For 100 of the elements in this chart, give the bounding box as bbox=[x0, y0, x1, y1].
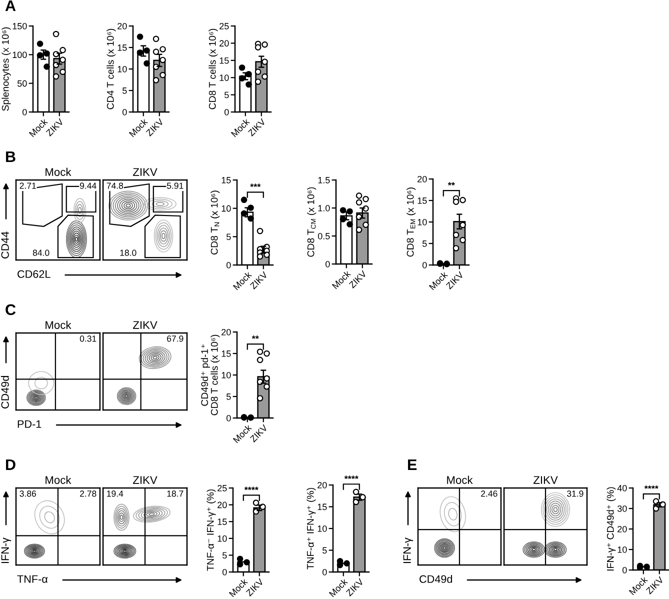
text: 74.8 bbox=[106, 182, 124, 189]
y-tick-label: 10 bbox=[318, 525, 327, 532]
y-tick-label: 5 bbox=[224, 92, 229, 98]
y-tick-label: 10 bbox=[118, 66, 127, 72]
text: PD-1 bbox=[18, 420, 42, 428]
y-tick-label: 20 bbox=[222, 328, 231, 336]
y-tick-label: 20 bbox=[318, 482, 327, 488]
y-axis-title: CD8 T$_{N}$ (x 10⁶) bbox=[210, 190, 220, 254]
y-axis-title: IFN-γ⁺ CD49d⁺ (%) bbox=[606, 487, 616, 571]
category-label: Mock bbox=[46, 320, 72, 329]
y-tick-label: 10 bbox=[418, 218, 427, 226]
text: 67.9 bbox=[167, 336, 184, 342]
y-tick-label: 40 bbox=[617, 484, 627, 492]
y-tick-label: 15 bbox=[418, 198, 427, 204]
text: B bbox=[6, 151, 16, 162]
y-tick-label: 0 bbox=[22, 108, 27, 116]
text: 9.44 bbox=[80, 182, 96, 189]
text: **** bbox=[344, 476, 358, 479]
category-label: ZIKV bbox=[133, 476, 158, 484]
y-tick-label: 15 bbox=[222, 350, 231, 357]
category-label: ZIKV bbox=[133, 321, 158, 329]
text: TNF-α bbox=[17, 575, 48, 583]
annotation: **** bbox=[244, 486, 258, 490]
text: 19.4 bbox=[107, 490, 124, 497]
category-label: Mock bbox=[46, 476, 72, 484]
text: 31.9 bbox=[566, 490, 584, 497]
y-tick-label: 5 bbox=[322, 547, 327, 554]
category-label: ZIKV bbox=[133, 168, 158, 176]
y-tick-label: 15 bbox=[222, 177, 231, 184]
y-tick-label: 20 bbox=[218, 502, 227, 508]
y-tick-label: 10 bbox=[618, 546, 627, 553]
y-tick-label: 15 bbox=[118, 44, 127, 51]
y-tick-label: 10 bbox=[222, 205, 231, 212]
text: 5.91 bbox=[166, 182, 184, 189]
annotation: **** bbox=[644, 485, 658, 489]
y-tick-label: 15 bbox=[318, 504, 327, 510]
y-axis-title: CD49d⁺ pd-1⁺ CD8 T cells (x 10⁶) bbox=[200, 334, 220, 416]
text: D bbox=[6, 459, 16, 470]
y-axis-title: Splenocytes (x 10⁶) bbox=[2, 27, 11, 111]
y-tick-label: 5 bbox=[226, 234, 231, 240]
y-tick-label: 0.5 bbox=[318, 232, 330, 240]
text: 18.0 bbox=[120, 250, 136, 256]
y-tick-label: 0 bbox=[322, 568, 327, 576]
y-tick-label: 0 bbox=[226, 414, 231, 422]
text: E bbox=[408, 459, 417, 470]
text: CD44 bbox=[1, 232, 9, 258]
y-tick-label: 30 bbox=[617, 505, 627, 512]
text: CD49d bbox=[0, 376, 9, 408]
y-tick-label: 0 bbox=[622, 566, 627, 574]
y-tick-label: 20 bbox=[418, 176, 427, 182]
text: CD49d bbox=[420, 574, 452, 583]
text: 2.78 bbox=[80, 490, 96, 497]
y-tick-label: 5 bbox=[122, 88, 127, 94]
y-tick-label: 150 bbox=[12, 22, 27, 30]
y-axis-title: CD4 T cells (x 10⁶) bbox=[106, 28, 116, 110]
y-tick-label: 0 bbox=[222, 568, 227, 576]
y-tick-label: 10 bbox=[218, 535, 227, 542]
text: 18.7 bbox=[167, 490, 184, 497]
y-tick-label: 5 bbox=[422, 240, 427, 247]
y-tick-label: 0 bbox=[122, 108, 127, 116]
y-tick-label: 50 bbox=[17, 80, 27, 87]
category-label: ZIKV bbox=[534, 476, 558, 484]
y-axis-title: CD8 T$_{CM}$ (x 10⁶) bbox=[307, 187, 316, 257]
text: C bbox=[6, 304, 16, 316]
y-axis-title: TNF-α⁻ IFN-γ⁺ (%) bbox=[206, 489, 216, 571]
y-tick-label: 1.0 bbox=[318, 204, 330, 212]
category-label: Mock bbox=[46, 168, 72, 176]
y-tick-label: 0 bbox=[326, 260, 330, 268]
y-tick-label: 25 bbox=[218, 484, 227, 492]
annotation: ** bbox=[252, 336, 259, 339]
y-tick-label: 5 bbox=[226, 394, 231, 400]
category-label: Mock bbox=[447, 476, 473, 484]
y-tick-label: 25 bbox=[220, 22, 229, 30]
annotation: *** bbox=[250, 184, 261, 188]
chart-title: A bbox=[5, 0, 16, 11]
y-tick-label: 10 bbox=[222, 372, 231, 378]
y-tick-label: 15 bbox=[220, 57, 229, 64]
text: 2.71 bbox=[20, 182, 36, 189]
text: CD62L bbox=[18, 270, 50, 278]
y-tick-label: 10 bbox=[220, 74, 229, 81]
y-tick-label: 1.5 bbox=[318, 177, 330, 184]
y-tick-label: 0 bbox=[224, 108, 229, 116]
y-axis-title: CD8 T cells (x 10⁶) bbox=[208, 28, 218, 110]
y-tick-label: 0 bbox=[226, 262, 231, 268]
y-tick-label: 100 bbox=[12, 52, 27, 58]
y-tick-label: 5 bbox=[222, 552, 227, 559]
y-tick-label: 15 bbox=[218, 518, 227, 525]
y-axis-title: CD8 T$_{EM}$ (x 10⁶) bbox=[406, 188, 416, 257]
text: 84.0 bbox=[32, 250, 50, 256]
y-tick-label: 0 bbox=[422, 262, 427, 268]
text: IFN-γ bbox=[403, 538, 414, 563]
y-tick-label: 20 bbox=[618, 526, 627, 532]
annotation: ** bbox=[448, 182, 455, 186]
text: IFN-γ bbox=[1, 538, 12, 563]
y-tick-label: 20 bbox=[220, 40, 229, 47]
y-axis-title: TNF-α⁺ IFN-γ⁺ (%) bbox=[306, 488, 316, 570]
text: 3.86 bbox=[20, 490, 36, 497]
text: 0.31 bbox=[80, 336, 96, 342]
y-tick-label: 20 bbox=[118, 22, 127, 30]
text: 2.46 bbox=[481, 490, 498, 497]
